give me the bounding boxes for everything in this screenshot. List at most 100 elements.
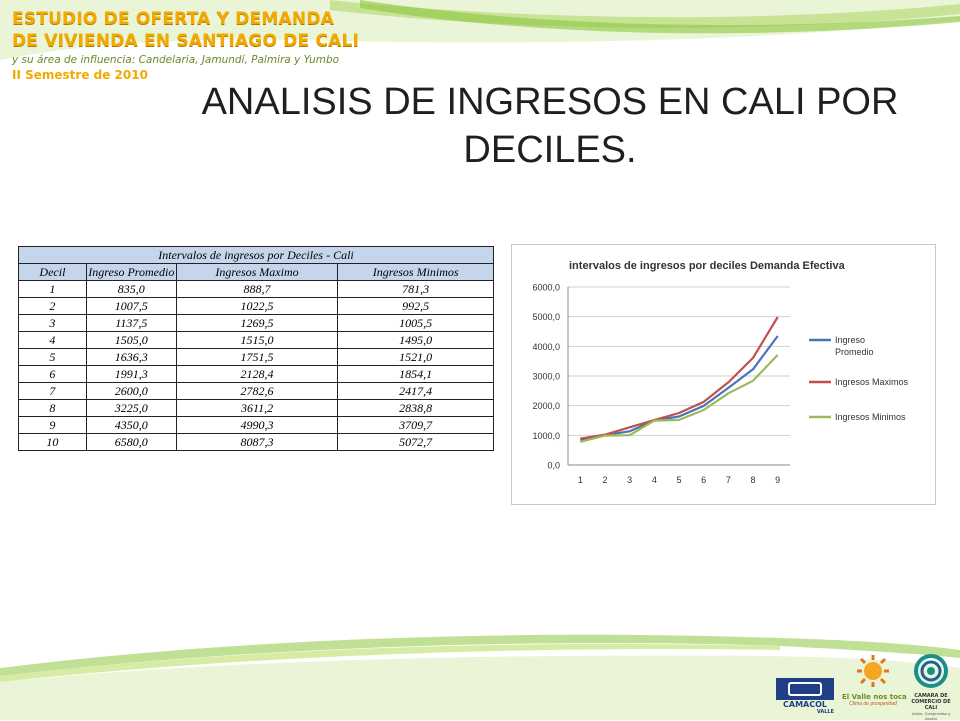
brand-line-1: ESTUDIO DE OFERTA Y DEMANDA — [12, 9, 334, 29]
table-cell-decil: 9 — [18, 416, 87, 434]
brand-line-3: y su área de influencia: Candelaria, Jam… — [12, 54, 340, 66]
table-cell-decil: 2 — [18, 297, 87, 315]
camacol-sub-text: VALLE — [816, 709, 834, 715]
camara-text: CAMARA DE COMERCIO DE CALI — [911, 693, 951, 711]
table-cell-ingreso-promedio: 1991,3 — [85, 365, 177, 383]
table-row: 3 1137,5 1269,5 1005,5 — [18, 314, 494, 332]
y-tick-label: 2000,0 — [532, 401, 560, 411]
table-cell-ingreso-promedio: 1636,3 — [85, 348, 177, 366]
table-header-ingresos-minimos: Ingresos Minimos — [337, 263, 494, 281]
y-tick-label: 0,0 — [547, 461, 560, 471]
table-cell-ingresos-maximo: 2782,6 — [175, 382, 339, 400]
table-cell-ingresos-maximo: 1269,5 — [175, 314, 339, 332]
table-cell-ingresos-maximo: 1022,5 — [175, 297, 339, 315]
legend-label: Ingresos Maximos — [835, 377, 909, 387]
table-cell-ingresos-minimos: 2838,8 — [337, 399, 494, 417]
table-header-decil: Decil — [18, 263, 87, 281]
table-cell-decil: 5 — [18, 348, 87, 366]
y-tick-label: 6000,0 — [532, 283, 560, 293]
table-cell-decil: 3 — [18, 314, 87, 332]
table-cell-ingresos-maximo: 1515,0 — [175, 331, 339, 349]
camacol-logo: CAMACOL VALLE — [776, 678, 834, 715]
table-cell-ingreso-promedio: 6580,0 — [85, 433, 177, 451]
table-cell-ingresos-minimos: 2417,4 — [337, 382, 494, 400]
x-tick-label: 6 — [701, 475, 706, 485]
x-tick-label: 9 — [775, 475, 780, 485]
table-cell-ingreso-promedio: 1505,0 — [85, 331, 177, 349]
camacol-text: CAMACOL — [783, 700, 827, 709]
table-row: 1 835,0 888,7 781,3 — [18, 280, 494, 298]
table-header-ingreso-promedio: Ingreso Promedio — [85, 263, 177, 281]
chart-title: intervalos de ingresos por deciles Deman… — [569, 260, 846, 272]
slide-title-line-2: DECILES. — [463, 129, 637, 171]
y-tick-label: 3000,0 — [532, 372, 560, 382]
table-cell-ingreso-promedio: 1007,5 — [85, 297, 177, 315]
table-row: 7 2600,0 2782,6 2417,4 — [18, 382, 494, 400]
slide-title: ANALISIS DE INGRESOS EN CALI POR DECILES… — [200, 78, 900, 174]
table-cell-decil: 10 — [18, 433, 87, 451]
table-body: 1 835,0 888,7 781,3 2 1007,5 1022,5 992,5 3 1137,… — [18, 280, 494, 451]
income-deciles-table: Intervalos de ingresos por Deciles - Cal… — [18, 246, 494, 451]
income-table: Intervalos de ingresos por Deciles - Cal… — [18, 246, 494, 451]
legend-label: Ingresos Minimos — [835, 412, 906, 422]
y-tick-label: 4000,0 — [532, 342, 560, 352]
table-cell-ingresos-minimos: 5072,7 — [337, 433, 494, 451]
table-cell-ingreso-promedio: 4350,0 — [85, 416, 177, 434]
table-header-ingresos-maximo: Ingresos Maximo — [175, 263, 339, 281]
table-row: 9 4350,0 4990,3 3709,7 — [18, 416, 494, 434]
table-cell-ingreso-promedio: 1137,5 — [85, 314, 177, 332]
table-cell-ingresos-minimos: 1005,5 — [337, 314, 494, 332]
x-tick-label: 5 — [676, 475, 681, 485]
y-tick-label: 1000,0 — [532, 431, 560, 441]
x-tick-label: 2 — [602, 475, 607, 485]
table-cell-decil: 1 — [18, 280, 87, 298]
top-decorative-band — [0, 0, 960, 60]
slide-title-line-1: ANALISIS DE INGRESOS EN CALI POR — [201, 81, 899, 123]
table-row: 4 1505,0 1515,0 1495,0 — [18, 331, 494, 349]
table-title: Intervalos de ingresos por Deciles - Cal… — [18, 246, 494, 264]
table-cell-ingresos-maximo: 2128,4 — [175, 365, 339, 383]
camara-emblem-icon — [914, 654, 948, 688]
sun-icon — [857, 655, 889, 687]
table-cell-ingreso-promedio: 835,0 — [85, 280, 177, 298]
valle-text: El Valle nos toca — [842, 693, 907, 701]
brand-block: ESTUDIO DE OFERTA Y DEMANDA DE VIVIENDA … — [12, 8, 359, 82]
camara-comercio-logo: CAMARA DE COMERCIO DE CALI Unión, Compro… — [906, 654, 956, 721]
table-row: 6 1991,3 2128,4 1854,1 — [18, 365, 494, 383]
y-tick-label: 5000,0 — [532, 312, 560, 322]
table-cell-ingresos-minimos: 992,5 — [337, 297, 494, 315]
table-row: 2 1007,5 1022,5 992,5 — [18, 297, 494, 315]
table-cell-ingreso-promedio: 3225,0 — [85, 399, 177, 417]
table-cell-ingresos-minimos: 1521,0 — [337, 348, 494, 366]
x-tick-label: 4 — [652, 475, 657, 485]
brand-line-4: II Semestre de 2010 — [12, 68, 148, 82]
series-line-2 — [580, 354, 779, 443]
table-cell-ingresos-minimos: 3709,7 — [337, 416, 494, 434]
table-cell-ingresos-maximo: 8087,3 — [175, 433, 339, 451]
series-line-0 — [580, 335, 779, 442]
series-line-1 — [580, 316, 779, 440]
brand-line-2: DE VIVIENDA EN SANTIAGO DE CALI — [12, 31, 360, 51]
x-tick-label: 1 — [578, 475, 583, 485]
valle-sub-text: Clima de prosperidad — [849, 701, 897, 707]
x-tick-label: 7 — [726, 475, 731, 485]
table-row: 8 3225,0 3611,2 2838,8 — [18, 399, 494, 417]
line-chart: intervalos de ingresos por deciles Deman… — [532, 260, 909, 485]
table-cell-ingresos-minimos: 781,3 — [337, 280, 494, 298]
x-tick-label: 8 — [750, 475, 755, 485]
table-row: 10 6580,0 8087,3 5072,7 — [18, 433, 494, 451]
table-cell-ingresos-maximo: 888,7 — [175, 280, 339, 298]
table-cell-ingresos-maximo: 3611,2 — [175, 399, 339, 417]
table-cell-ingresos-minimos: 1495,0 — [337, 331, 494, 349]
table-row: 5 1636,3 1751,5 1521,0 — [18, 348, 494, 366]
legend-label: Ingreso Promedio — [835, 335, 874, 357]
table-cell-ingresos-minimos: 1854,1 — [337, 365, 494, 383]
table-cell-decil: 6 — [18, 365, 87, 383]
table-cell-ingresos-maximo: 4990,3 — [175, 416, 339, 434]
table-cell-decil: 7 — [18, 382, 87, 400]
bottom-decorative-band — [0, 634, 960, 720]
table-cell-decil: 4 — [18, 331, 87, 349]
table-cell-decil: 8 — [18, 399, 87, 417]
table-cell-ingresos-maximo: 1751,5 — [175, 348, 339, 366]
camara-sub-text: Unión, Compromiso y Acción — [911, 711, 951, 721]
